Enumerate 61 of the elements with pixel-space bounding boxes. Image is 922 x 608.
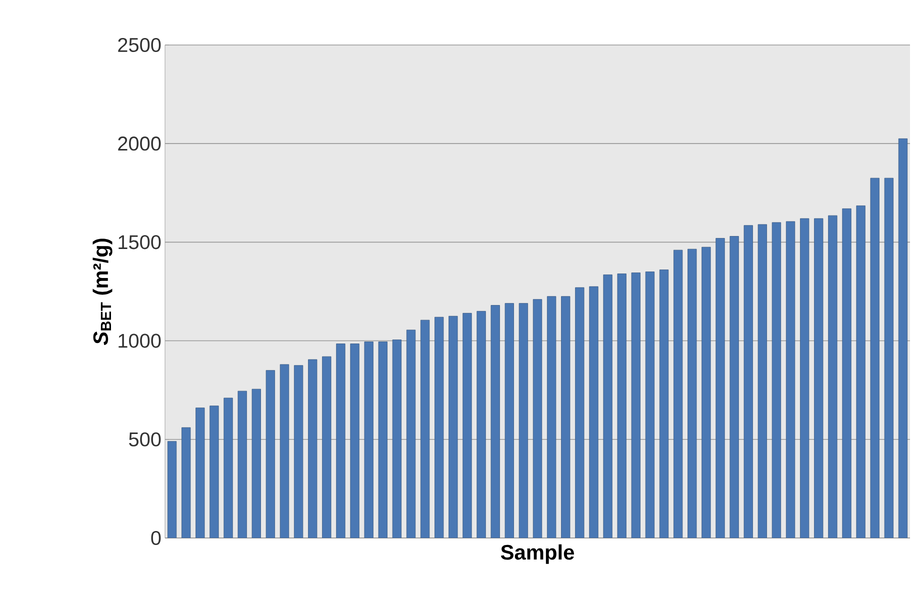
bar [547,296,556,538]
bar [308,359,318,538]
bar [378,342,388,538]
bar [631,272,640,538]
bar [674,250,683,538]
bar [336,344,346,538]
bar [420,320,430,538]
bar [856,206,866,538]
bar [518,303,528,538]
bar [364,342,374,538]
bar [210,406,219,538]
bar [730,236,739,538]
y-tick-label: 1500 [118,235,161,250]
bar [476,311,486,538]
bar [800,218,810,538]
bar [196,408,205,538]
bar [659,270,669,538]
bar [870,178,880,538]
bar [350,344,360,538]
bar [462,312,472,538]
bar [898,138,908,538]
y-tick-label: 1000 [118,334,161,348]
y-axis-title: S$_{BET}$ (m²/g) [92,238,112,346]
bar [448,316,458,538]
bar [322,356,332,538]
y-tick-label: 500 [129,432,161,446]
y-tick-label: 2500 [118,38,161,52]
bar [814,218,824,538]
x-axis-title: Sample [500,544,574,564]
bar [532,299,542,538]
bar [392,340,402,538]
y-tick-label: 0 [151,530,161,546]
bar [617,274,626,538]
bar [702,246,711,538]
bar [772,222,782,538]
bar [744,225,753,538]
bar [280,364,290,538]
bar [561,296,570,538]
bar [828,215,838,538]
bar [589,286,598,538]
bar [167,441,177,538]
bar [490,305,500,538]
bar [786,221,796,538]
bar [182,427,191,538]
bar [266,370,275,538]
bar [238,390,247,538]
y-tick-label: 2000 [118,136,161,151]
bar [884,178,894,538]
bar [434,316,444,538]
bar [645,272,655,538]
bar [294,365,304,538]
bar [716,238,725,538]
bar [688,248,697,538]
bar [406,330,416,538]
bar [758,224,767,538]
bar [224,398,233,538]
bar [842,208,852,538]
bar [603,274,612,538]
bar [504,303,514,538]
bar [575,287,584,538]
bar [252,388,261,538]
